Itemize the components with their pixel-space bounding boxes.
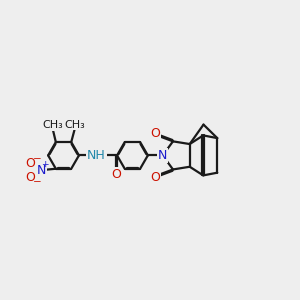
Text: O: O: [150, 127, 160, 140]
Text: N: N: [37, 164, 46, 177]
Text: O: O: [25, 171, 35, 184]
Text: O: O: [150, 170, 160, 184]
Text: CH₃: CH₃: [64, 119, 86, 130]
Text: O: O: [25, 157, 35, 170]
Text: +: +: [41, 160, 49, 169]
Text: NH: NH: [87, 149, 106, 162]
Text: N: N: [158, 149, 167, 162]
Text: CH₃: CH₃: [43, 120, 64, 130]
Text: O: O: [111, 168, 121, 182]
Text: −: −: [33, 177, 42, 187]
Text: −: −: [33, 154, 42, 164]
